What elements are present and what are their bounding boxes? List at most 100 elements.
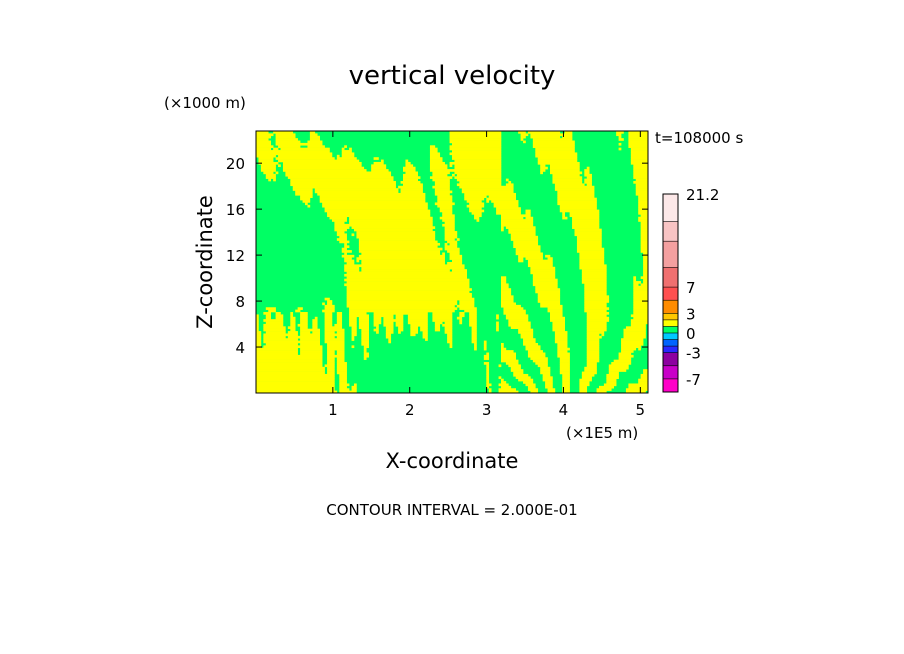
field-cell xyxy=(361,328,369,332)
field-cell xyxy=(621,350,634,353)
field-cell xyxy=(336,233,347,237)
field-cell xyxy=(532,283,558,287)
field-cell xyxy=(256,383,335,387)
contour-interval-label: CONTOUR INTERVAL = 2.000E-01 xyxy=(326,501,577,519)
field-cell xyxy=(633,309,648,313)
field-cell xyxy=(349,323,357,327)
field-cell xyxy=(633,283,639,287)
field-cell xyxy=(557,352,570,356)
field-cell xyxy=(256,338,262,341)
field-cell xyxy=(307,140,323,144)
field-cell xyxy=(508,364,521,368)
field-cell xyxy=(351,326,357,329)
field-cell xyxy=(282,164,362,168)
field-cell xyxy=(434,326,441,329)
field-cell xyxy=(547,388,556,391)
field-cell xyxy=(530,135,561,139)
field-cell xyxy=(584,302,607,306)
field-cell xyxy=(265,321,284,325)
field-cell xyxy=(540,164,546,168)
field-cell xyxy=(256,364,323,368)
field-cell xyxy=(344,257,352,260)
field-cell xyxy=(434,188,450,191)
field-cell xyxy=(356,235,436,239)
field-cell xyxy=(557,347,570,351)
colorbar-label: -7 xyxy=(686,371,701,389)
field-cell xyxy=(309,131,316,134)
field-cell xyxy=(557,202,597,206)
field-cell xyxy=(356,257,445,260)
field-cell xyxy=(635,192,648,196)
field-cell xyxy=(638,378,648,382)
field-cell xyxy=(586,364,597,368)
field-cell xyxy=(633,312,648,315)
field-cell xyxy=(466,204,485,208)
field-cell xyxy=(520,138,524,141)
field-cell xyxy=(292,185,396,189)
field-cell xyxy=(300,314,308,318)
field-cell xyxy=(256,350,298,353)
field-cell xyxy=(486,352,490,356)
field-cell xyxy=(540,366,551,370)
field-cell xyxy=(307,204,311,208)
y-tick-label: 4 xyxy=(235,339,245,357)
field-cell xyxy=(429,147,438,151)
field-cell xyxy=(395,314,404,318)
field-cell xyxy=(385,333,392,337)
field-cell xyxy=(537,295,561,299)
y-tick-label: 16 xyxy=(226,201,245,219)
field-cell xyxy=(324,304,335,308)
field-cell xyxy=(638,197,648,201)
field-cell xyxy=(339,378,347,382)
field-cell xyxy=(449,342,453,346)
field-cell xyxy=(501,228,504,232)
field-cell xyxy=(471,331,477,334)
field-cell xyxy=(493,202,519,206)
field-cell xyxy=(461,188,514,191)
field-cell xyxy=(572,221,600,225)
field-cell xyxy=(429,159,443,163)
field-cell xyxy=(586,323,607,327)
field-cell xyxy=(403,178,418,182)
field-cell xyxy=(638,216,648,220)
field-cell xyxy=(403,176,421,179)
field-cell xyxy=(621,342,644,346)
field-cell xyxy=(265,314,271,318)
field-cell xyxy=(621,347,637,351)
field-cell xyxy=(275,133,296,137)
field-cell xyxy=(256,381,335,384)
field-cell xyxy=(599,385,614,389)
field-cell xyxy=(643,264,648,268)
field-cell xyxy=(373,157,379,160)
field-cell xyxy=(625,388,648,391)
field-cell xyxy=(420,328,428,332)
field-cell xyxy=(341,247,347,251)
field-cell xyxy=(618,352,632,356)
field-cell xyxy=(319,197,426,201)
field-cell xyxy=(373,314,394,318)
colorbar-label: 0 xyxy=(686,325,696,343)
field-cell xyxy=(434,192,450,196)
field-cell xyxy=(324,364,335,368)
field-cell xyxy=(447,250,460,253)
field-cell xyxy=(456,316,463,320)
field-cell xyxy=(459,302,475,306)
field-cell xyxy=(464,195,487,198)
field-cell xyxy=(361,252,441,256)
field-cell xyxy=(334,226,350,229)
field-cell xyxy=(513,242,539,246)
field-cell xyxy=(464,197,485,201)
field-cell xyxy=(447,335,453,339)
field-cell xyxy=(403,166,416,170)
field-cell xyxy=(324,316,333,320)
field-cell xyxy=(429,145,436,148)
field-cell xyxy=(434,202,455,206)
field-cell xyxy=(501,359,519,363)
field-cell xyxy=(439,216,455,220)
field-cell xyxy=(638,207,648,210)
field-cell xyxy=(586,342,600,346)
field-cell xyxy=(527,350,543,353)
field-cell xyxy=(498,376,502,380)
field-cell xyxy=(324,207,428,210)
field-cell xyxy=(354,228,433,232)
